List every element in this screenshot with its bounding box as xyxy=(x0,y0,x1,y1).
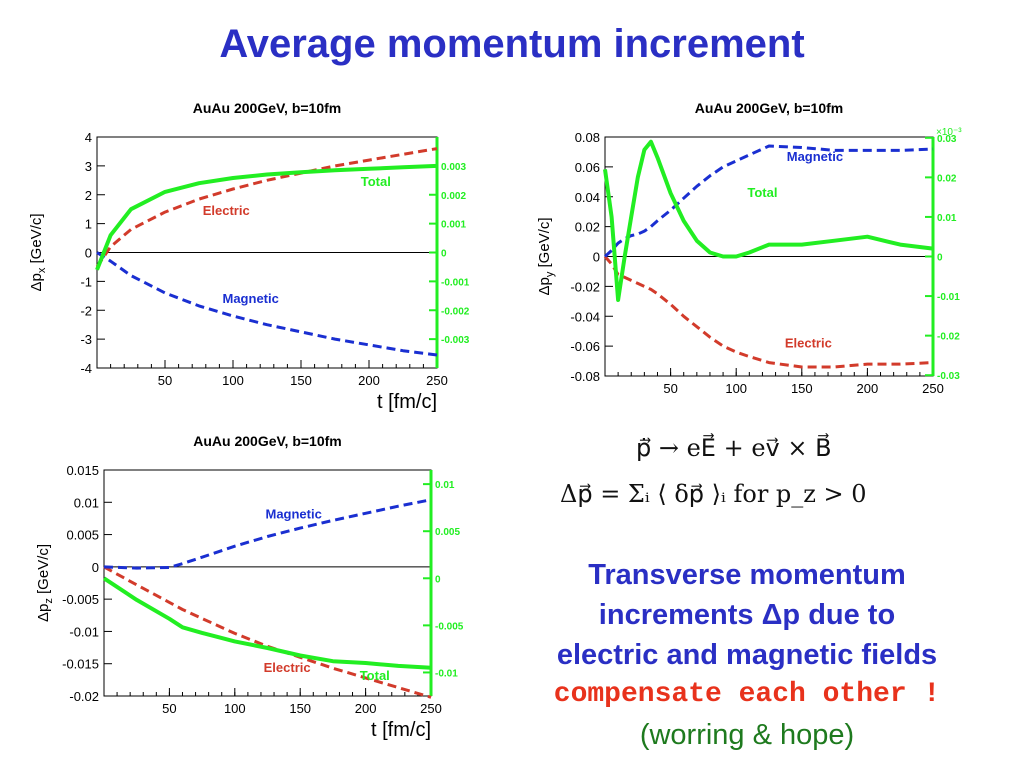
x-axis-label: t [fm/c] xyxy=(377,391,437,413)
y-tick-label: -2 xyxy=(80,303,92,318)
series-label-electric: Electric xyxy=(785,336,832,351)
series-total-line xyxy=(603,139,934,302)
series-label-electric: Electric xyxy=(203,203,250,218)
x-tick-label: 100 xyxy=(725,381,747,396)
x-tick-label: 200 xyxy=(355,701,377,716)
slide-title: Average momentum increment xyxy=(219,22,805,66)
chart-pz: AuAu 200GeV, b=10fm 50 100 150 200 250 -0.02 -0… xyxy=(35,433,464,741)
formula-block: ṗ⃗ → eE⃗ + ev⃗ × B⃗ Δp⃗ = Σᵢ ⟨ δp⃗ ⟩ᵢ f… xyxy=(560,428,980,538)
x-axis-label: t [fm/c] xyxy=(371,719,431,741)
series-label-electric: Electric xyxy=(264,660,311,675)
y-tick-label: 0.02 xyxy=(575,220,600,235)
series-magnetic-line xyxy=(103,498,432,570)
series-label-magnetic: Magnetic xyxy=(265,506,321,521)
series-total-line xyxy=(95,163,438,271)
y-tick-label: -0.005 xyxy=(62,592,99,607)
x-tick-label: 200 xyxy=(358,373,380,388)
conclusion-line: Transverse momentum xyxy=(588,559,906,591)
y-tick-label: -0.06 xyxy=(570,339,600,354)
conclusion-note: (worring & hope) xyxy=(639,719,855,751)
x-tick-label: 150 xyxy=(791,381,813,396)
chart-title: AuAu 200GeV, b=10fm xyxy=(193,433,342,449)
y-tick-label: 0 xyxy=(92,560,99,575)
x-tick-label: 50 xyxy=(162,701,176,716)
y-tick-label: 0.06 xyxy=(575,160,600,175)
right-y-tick-label: -0.03 xyxy=(937,371,960,382)
x-tick-label: 200 xyxy=(857,381,879,396)
series-electric-line xyxy=(603,255,934,369)
chart-py: AuAu 200GeV, b=10fm 50 100 150 200 250 -0.08 -0… xyxy=(536,100,962,396)
right-y-tick-label: 0.01 xyxy=(937,213,957,224)
conclusion-text: Transverse momentum increments Δp due to… xyxy=(512,555,982,755)
y-tick-label: -3 xyxy=(80,332,92,347)
series-label-magnetic: Magnetic xyxy=(223,291,279,306)
x-tick-label: 250 xyxy=(426,373,448,388)
right-y-tick-label: 0.01 xyxy=(435,480,455,491)
y-tick-label: 0.015 xyxy=(66,463,99,478)
right-y-tick-label: -0.01 xyxy=(937,292,960,303)
y-tick-label: 0 xyxy=(593,250,600,265)
right-y-tick-label: 0.003 xyxy=(441,162,466,173)
right-y-tick-label: 0.001 xyxy=(441,220,466,231)
x-tick-label: 100 xyxy=(222,373,244,388)
series-magnetic-line xyxy=(96,251,438,357)
y-tick-label: 2 xyxy=(85,188,92,203)
right-y-tick-label: 0 xyxy=(435,574,441,585)
y-tick-label: 3 xyxy=(85,159,92,174)
y-tick-label: 4 xyxy=(85,130,92,145)
right-y-tick-label: -0.001 xyxy=(441,277,470,288)
y-tick-label: 0.04 xyxy=(575,190,600,205)
right-y-tick-label: 0.03 xyxy=(937,134,957,145)
series-label-magnetic: Magnetic xyxy=(787,149,843,164)
y-tick-label: 0.01 xyxy=(74,495,99,510)
y-tick-label: -0.02 xyxy=(570,279,600,294)
y-tick-label: -0.02 xyxy=(69,689,99,704)
y-tick-label: -0.01 xyxy=(69,624,99,639)
conclusion-line: electric and magnetic fields xyxy=(556,639,938,671)
right-y-tick-label: -0.01 xyxy=(435,668,458,679)
y-axis-label: Δpx [GeV/c] xyxy=(28,213,48,291)
right-y-tick-label: 0 xyxy=(441,249,447,260)
chart-title: AuAu 200GeV, b=10fm xyxy=(695,100,844,116)
right-y-tick-label: -0.02 xyxy=(937,332,960,343)
y-tick-label: 1 xyxy=(85,217,92,232)
x-tick-label: 50 xyxy=(663,381,677,396)
series-label-total: Total xyxy=(747,185,777,200)
right-y-tick-label: -0.002 xyxy=(441,306,470,317)
x-tick-label: 100 xyxy=(224,701,246,716)
conclusion-line: increments Δp due to xyxy=(598,599,896,631)
y-tick-label: -1 xyxy=(80,274,92,289)
x-tick-label: 250 xyxy=(420,701,442,716)
conclusion-emphasis: compensate each other ! xyxy=(553,679,941,710)
equation-of-motion: ṗ⃗ → eE⃗ + ev⃗ × B⃗ xyxy=(636,434,832,462)
series-label-total: Total xyxy=(360,668,390,683)
y-tick-label: 0.005 xyxy=(66,528,99,543)
x-tick-label: 150 xyxy=(290,373,312,388)
y-axis-label: Δpz [GeV/c] xyxy=(35,544,55,622)
right-y-tick-label: 0.002 xyxy=(441,191,466,202)
series-label-total: Total xyxy=(361,174,391,189)
y-axis-label: Δpy [GeV/c] xyxy=(536,217,556,295)
right-y-tick-label: 0 xyxy=(937,253,943,264)
right-axis-exponent: ×10⁻³ xyxy=(936,127,962,138)
right-y-tick-label: 0.02 xyxy=(937,173,957,184)
right-y-tick-label: -0.003 xyxy=(441,335,470,346)
y-tick-label: -4 xyxy=(80,361,92,376)
right-y-tick-label: -0.005 xyxy=(435,621,464,632)
series-electric-line xyxy=(95,147,438,268)
x-tick-label: 50 xyxy=(158,373,172,388)
right-y-tick-label: 0.005 xyxy=(435,527,460,538)
y-tick-label: -0.08 xyxy=(570,369,600,384)
x-tick-label: 150 xyxy=(289,701,311,716)
x-tick-label: 250 xyxy=(922,381,944,396)
y-tick-label: 0.08 xyxy=(575,130,600,145)
y-tick-label: -0.04 xyxy=(570,309,600,324)
y-tick-label: 0 xyxy=(85,246,92,261)
momentum-sum-equation: Δp⃗ = Σᵢ ⟨ δp⃗ ⟩ᵢ for p_z > 0 xyxy=(560,480,867,508)
series-total-line xyxy=(102,576,432,670)
chart-title: AuAu 200GeV, b=10fm xyxy=(193,100,342,116)
y-tick-label: -0.015 xyxy=(62,657,99,672)
